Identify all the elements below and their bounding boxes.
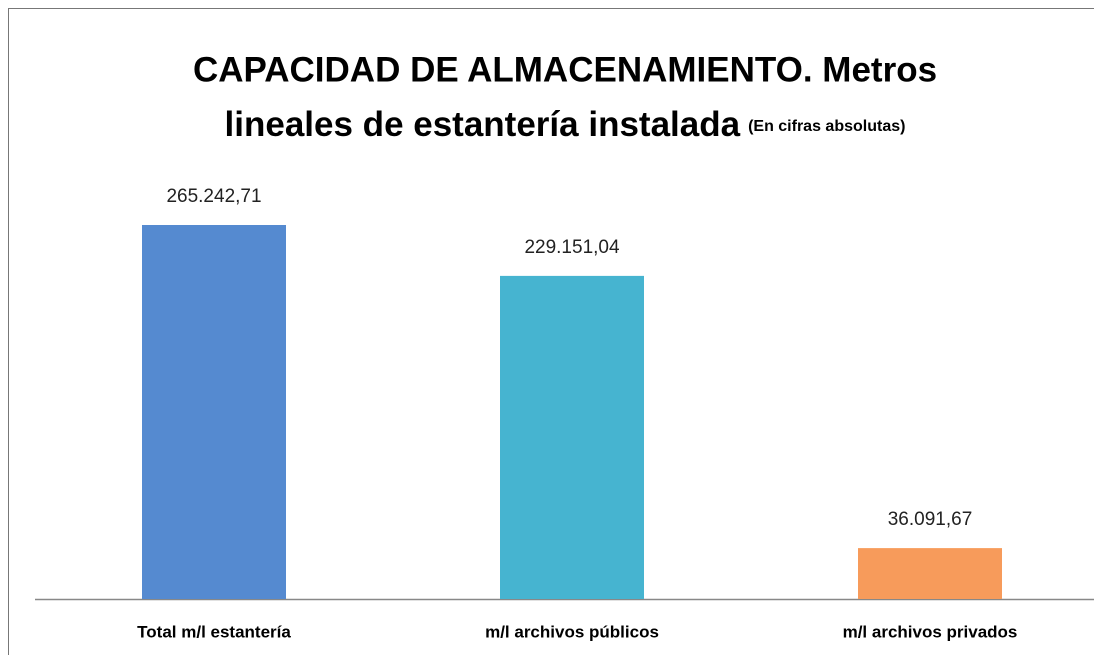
value-label: 36.091,67 [888,509,973,530]
x-tick-label: m/l archivos privados [843,622,1018,641]
chart-title-line: lineales de estantería instalada (En cifr… [225,105,906,144]
value-label: 265.242,71 [166,186,261,207]
chart-title: lineales de estantería instalada [225,105,741,144]
x-tick-label: m/l archivos públicos [485,622,659,641]
bar [142,225,286,599]
bar [500,275,644,599]
x-tick-label: Total m/l estantería [137,622,291,641]
chart-title: CAPACIDAD DE ALMACENAMIENTO. Metros [193,50,937,89]
bar [858,548,1002,599]
value-label: 229.151,04 [524,237,620,258]
chart-subtitle: (En cifras absolutas) [748,118,905,135]
